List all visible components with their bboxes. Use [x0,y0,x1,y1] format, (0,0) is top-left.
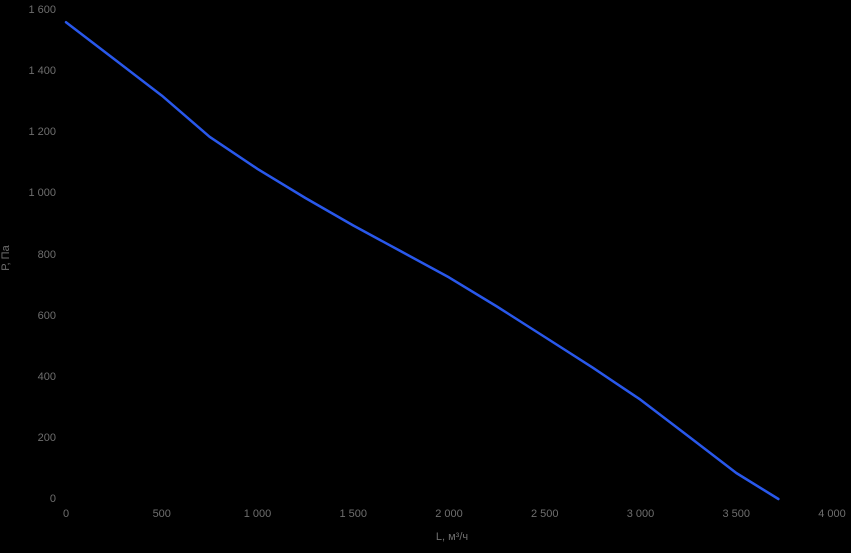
y-tick-label: 0 [49,493,56,505]
y-tick-label: 1 400 [28,65,56,78]
y-tick-label: 400 [37,370,56,383]
y-tick-label: 200 [37,431,56,444]
x-tick-label: 3 500 [722,508,751,520]
y-tick-label: 600 [37,309,56,322]
y-tick-label: 800 [37,248,56,261]
x-tick-label: 500 [152,508,171,520]
x-tick-label: 2 500 [530,508,559,520]
y-axis-title: Р, Па [0,245,12,271]
x-tick-label: 3 000 [626,508,655,520]
y-tick-label: 1 600 [28,4,56,16]
pressure-curve-line [64,20,780,501]
x-tick-label: 0 [62,508,70,520]
x-tick-label: 1 000 [243,508,272,520]
x-tick-label: 2 000 [435,508,463,520]
x-axis-title: L, м³/ч [435,531,469,543]
x-tick-label: 1 500 [339,508,368,520]
y-tick-label: 1 200 [28,126,56,139]
x-tick-label: 4 000 [818,508,846,520]
y-tick-label: 1 000 [28,187,56,200]
